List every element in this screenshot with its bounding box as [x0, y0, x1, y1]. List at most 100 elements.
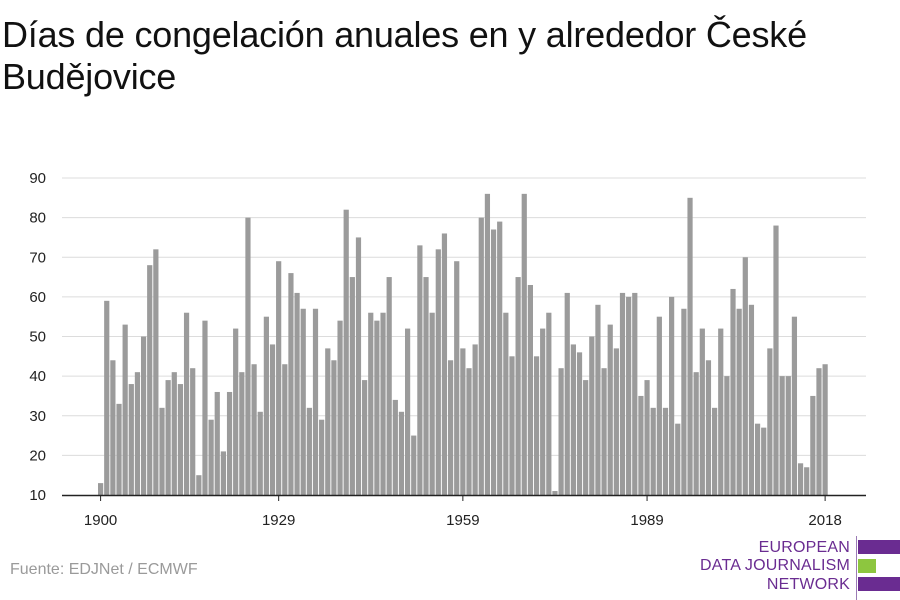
y-tick-label-50: 50 — [29, 329, 46, 346]
logo-text-data-journalism: DATA JOURNALISM — [700, 557, 850, 574]
bar-1912 — [171, 372, 177, 495]
bar-1954 — [429, 312, 435, 495]
bar-2016 — [810, 395, 816, 495]
bar-2018 — [822, 364, 828, 495]
bar-1951 — [411, 435, 417, 495]
bar-1948 — [392, 399, 398, 495]
bar-2005 — [742, 257, 748, 495]
chart-title: Días de congelación anuales en y alreded… — [2, 14, 807, 97]
x-tick-label-1989: 1989 — [630, 512, 663, 529]
bar-1958 — [454, 261, 460, 495]
bar-1996 — [687, 197, 693, 495]
bar-1976 — [564, 292, 570, 495]
bar-1931 — [288, 273, 294, 495]
logo-text-european: EUROPEAN — [758, 539, 850, 556]
bar-1900 — [98, 483, 104, 495]
bar-1994 — [675, 423, 681, 495]
bar-2017 — [816, 368, 822, 495]
y-tick-label-40: 40 — [29, 368, 46, 385]
bar-2015 — [804, 467, 810, 495]
y-tick-label-70: 70 — [29, 249, 46, 266]
bar-1916 — [196, 475, 202, 495]
x-tick-label-1900: 1900 — [84, 512, 117, 529]
bar-1950 — [405, 328, 411, 495]
bar-series — [98, 193, 828, 496]
bar-1937 — [325, 348, 331, 495]
logo-bar-bottom — [858, 577, 900, 591]
bar-1926 — [257, 411, 263, 495]
bar-1928 — [269, 344, 276, 495]
bar-2010 — [773, 225, 779, 496]
bar-1959 — [460, 348, 466, 495]
bar-1967 — [509, 356, 515, 495]
bar-1934 — [306, 407, 312, 495]
bar-1952 — [417, 245, 423, 495]
bar-1923 — [239, 372, 245, 495]
bar-1909 — [153, 249, 159, 495]
bar-1960 — [466, 368, 472, 495]
bar-1906 — [134, 372, 141, 495]
bar-1992 — [662, 407, 669, 495]
bar-1975 — [558, 368, 564, 495]
bar-1980 — [589, 336, 595, 495]
bar-1989 — [644, 380, 650, 495]
bar-1987 — [632, 292, 638, 495]
bar-1920 — [220, 451, 226, 495]
bar-1991 — [656, 316, 662, 495]
bar-1977 — [570, 344, 576, 495]
bar-2006 — [748, 304, 755, 495]
bar-1982 — [601, 368, 607, 495]
bar-2009 — [767, 348, 773, 495]
bar-1957 — [447, 360, 454, 495]
bar-2014 — [797, 463, 804, 495]
bar-1963 — [484, 193, 491, 495]
bar-1988 — [638, 395, 644, 495]
bar-1961 — [472, 344, 478, 495]
y-tick-label-60: 60 — [29, 289, 46, 306]
bar-1917 — [202, 320, 208, 495]
bar-1915 — [190, 368, 196, 495]
x-tick-label-1959: 1959 — [446, 512, 479, 529]
bar-1944 — [368, 312, 374, 495]
bar-1918 — [208, 419, 214, 495]
bar-1933 — [300, 308, 306, 495]
bar-1905 — [128, 384, 134, 495]
bar-1911 — [165, 380, 171, 495]
bar-1979 — [583, 380, 589, 495]
bar-1932 — [294, 292, 300, 495]
bar-2002 — [724, 376, 730, 495]
bar-1913 — [177, 384, 184, 495]
bar-1935 — [312, 308, 319, 495]
x-tick-label-1929: 1929 — [262, 512, 295, 529]
bar-1902 — [110, 360, 116, 495]
x-tick-label-2018: 2018 — [808, 512, 841, 529]
bar-2008 — [761, 427, 767, 495]
bar-1969 — [521, 193, 527, 495]
bar-1972 — [540, 328, 546, 495]
bar-1973 — [546, 312, 552, 495]
bar-1981 — [595, 304, 601, 495]
bar-1984 — [613, 348, 619, 495]
bar-1939 — [337, 320, 343, 495]
logo-bar-top — [858, 540, 900, 554]
bar-1919 — [214, 391, 220, 495]
bar-1925 — [251, 364, 257, 495]
bar-2007 — [754, 423, 761, 495]
bar-1904 — [122, 324, 128, 495]
bar-1903 — [116, 403, 122, 495]
bar-1940 — [343, 209, 349, 495]
bar-1938 — [331, 360, 337, 495]
bar-1962 — [478, 217, 484, 495]
bar-1964 — [490, 229, 497, 495]
bar-1971 — [533, 356, 540, 495]
bar-1995 — [681, 308, 687, 495]
bar-1942 — [355, 237, 362, 495]
y-tick-label-90: 90 — [29, 170, 46, 187]
bar-1966 — [503, 312, 509, 495]
bar-2011 — [779, 376, 785, 495]
bar-2003 — [730, 288, 736, 495]
bar-1910 — [159, 407, 165, 495]
bar-chart: 10 20 30 40 50 60 70 80 90 1900 1929 1959 1989 2018 — [29, 170, 866, 529]
bar-1993 — [669, 296, 675, 495]
bar-2001 — [718, 328, 724, 495]
